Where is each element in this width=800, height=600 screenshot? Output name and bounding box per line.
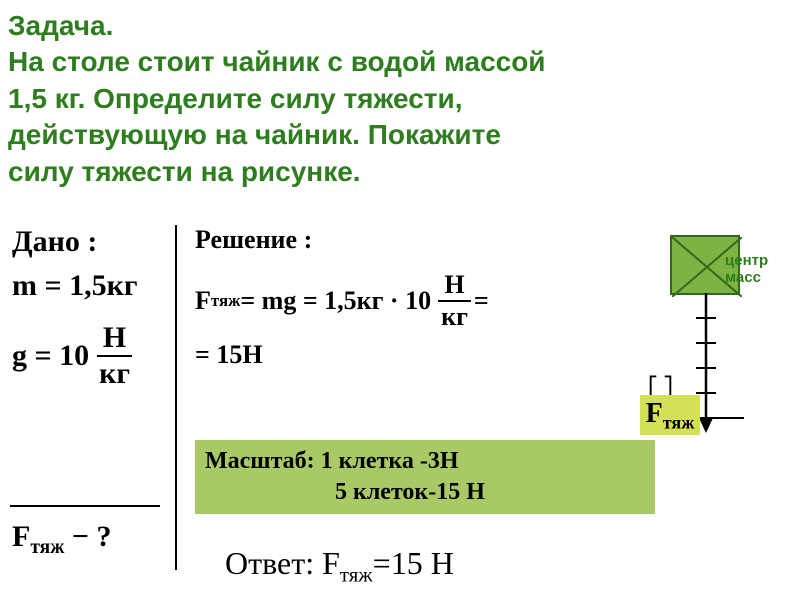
answer-line: Ответ: Fтяж=15 Н	[225, 545, 454, 587]
f-arrow-label: Fтяж	[640, 395, 700, 435]
horizontal-divider	[10, 505, 160, 507]
eq-mid: = mg = 1,5кг · 10	[240, 286, 431, 316]
problem-title: Задача.	[8, 8, 648, 44]
scale-box: Масштаб: 1 клетка -3Н 5 клеток-15 Н	[195, 440, 655, 514]
find-suffix: − ?	[64, 520, 111, 553]
answer-sub: тяж	[340, 563, 373, 586]
g-prefix: g = 10	[12, 339, 89, 373]
find-line: Fтяж − ?	[12, 520, 111, 559]
eq-frac-den: кг	[435, 302, 474, 332]
g-den: кг	[93, 357, 136, 391]
answer-suffix: =15 Н	[373, 545, 454, 581]
find-sub: тяж	[30, 537, 64, 558]
problem-line1: На столе стоит чайник с водой массой	[8, 44, 648, 80]
given-section: Дано : m = 1,5кг g = 10 Н кг	[12, 225, 138, 391]
eq-sub: тяж	[211, 291, 240, 311]
f-arrow-sub: тяж	[663, 413, 695, 433]
given-mass: m = 1,5кг	[12, 269, 138, 303]
scale-line1: Масштаб: 1 клетка -3Н	[205, 446, 645, 477]
com-label: центр масс	[725, 252, 800, 286]
given-g: g = 10 Н кг	[12, 321, 136, 391]
scale-line2: 5 клеток-15 Н	[205, 477, 645, 508]
problem-line3: действующую на чайник. Покажите	[8, 117, 648, 153]
solution-label: Решение :	[195, 225, 312, 255]
g-num: Н	[97, 321, 132, 357]
problem-line2: 1,5 кг. Определите силу тяжести,	[8, 81, 648, 117]
f-arrow-prefix: F	[646, 398, 663, 429]
vertical-divider	[175, 225, 177, 570]
eq-frac-num: Н	[438, 270, 470, 302]
solution-result: = 15Н	[195, 340, 263, 370]
eq-fraction: Н кг	[435, 270, 474, 332]
eq-end: =	[474, 286, 489, 316]
given-label: Дано :	[12, 225, 138, 259]
g-fraction: Н кг	[93, 321, 136, 391]
solution-equation: Fтяж = mg = 1,5кг · 10 Н кг =	[195, 270, 489, 332]
answer-prefix: Ответ: F	[225, 545, 340, 581]
eq-lhs: F	[195, 286, 211, 316]
find-prefix: F	[12, 520, 30, 553]
problem-line4: силу тяжести на рисунке.	[8, 154, 648, 190]
problem-statement: Задача. На столе стоит чайник с водой ма…	[8, 8, 648, 190]
